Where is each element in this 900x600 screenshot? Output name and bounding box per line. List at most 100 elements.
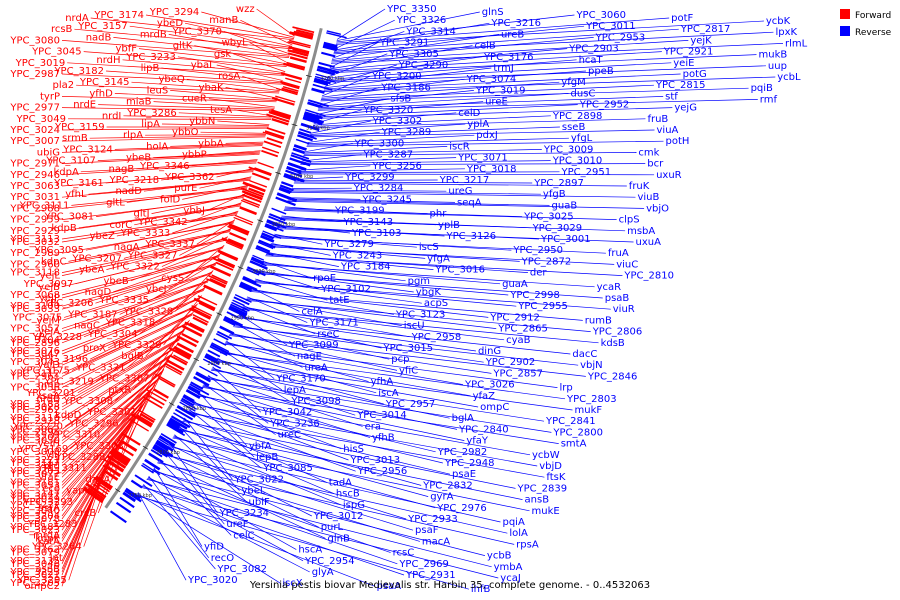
reverse-gene-label: YPC_3103 [351, 228, 402, 239]
reverse-leader-line [297, 173, 655, 176]
reverse-leader-line [280, 219, 626, 232]
forward-gene-glyph [295, 29, 314, 36]
forward-gene-label: yeiH [38, 439, 60, 450]
reverse-leader-line [336, 11, 480, 42]
forward-leader-line [161, 67, 283, 83]
forward-leader-line [216, 64, 283, 81]
forward-gene-label: YPC_3045 [31, 47, 82, 58]
forward-gene-label: YPC_3342 [137, 217, 188, 228]
forward-gene-glyph [83, 486, 104, 502]
forward-gene-glyph [106, 454, 127, 469]
reverse-gene-glyph [298, 131, 314, 138]
reverse-leader-line [157, 462, 515, 545]
reverse-gene-glyph [314, 77, 331, 85]
scale-tick-label: 2850 kbp [183, 406, 207, 412]
reverse-gene-glyph [195, 372, 211, 383]
reverse-gene-label: cmk [638, 147, 659, 158]
forward-gene-glyph [176, 335, 198, 348]
reverse-leader-line [206, 378, 552, 433]
reverse-gene-label: glyA [312, 567, 334, 578]
forward-gene-label: YPC_3097 [23, 279, 74, 290]
reverse-gene-label: recO [211, 553, 235, 564]
forward-gene-glyph [289, 31, 313, 40]
forward-gene-label: YPC_3221 [9, 455, 60, 466]
reverse-gene-glyph [269, 213, 286, 222]
forward-gene-label: ybbP [182, 150, 207, 161]
forward-gene-label: YPC_3311 [36, 463, 87, 474]
forward-leader-line [68, 118, 272, 120]
legend-reverse-swatch [840, 26, 850, 36]
scale-tick [216, 312, 223, 316]
reverse-leader-line [249, 291, 583, 321]
reverse-leader-line [318, 96, 664, 110]
reverse-gene-label: mukF [575, 405, 603, 416]
forward-gene-label: kdpD [55, 410, 81, 421]
reverse-gene-label: YPC_2902 [485, 357, 536, 368]
reverse-gene-glyph [234, 293, 252, 303]
forward-leader-line [234, 109, 273, 117]
reverse-gene-glyph [297, 134, 313, 142]
reverse-gene-glyph [160, 432, 177, 444]
reverse-gene-label: ycbL [777, 72, 801, 83]
reverse-gene-label: YPC_2958 [411, 332, 462, 343]
forward-leader-line [161, 123, 269, 127]
forward-leader-line [61, 388, 154, 478]
reverse-leader-line [234, 324, 390, 360]
forward-gene-glyph [281, 87, 299, 95]
forward-leader-line [61, 136, 266, 142]
reverse-leader-line [172, 437, 530, 512]
forward-gene-label: YPC_3157 [77, 21, 128, 32]
reverse-gene-glyph [255, 247, 274, 257]
reverse-leader-line [197, 394, 436, 453]
forward-gene-label: YPC_3362 [164, 172, 215, 183]
forward-gene-label: YPC_3329 [111, 340, 162, 351]
forward-gene-label: YPC_3007 [9, 136, 60, 147]
reverse-leader-line [303, 149, 542, 155]
reverse-leader-line [265, 254, 528, 273]
forward-gene-glyph [233, 216, 253, 226]
reverse-gene-label: iscR [449, 141, 469, 152]
forward-gene-label: YPC_3080 [9, 35, 60, 46]
forward-leader-line [113, 37, 290, 57]
reverse-gene-label: fruK [629, 181, 650, 192]
reverse-gene-glyph [266, 219, 287, 229]
forward-gene-glyph [270, 109, 292, 119]
forward-gene-label: ybeB [126, 153, 151, 164]
reverse-gene-label: ompC [480, 402, 509, 413]
forward-gene-glyph [128, 418, 149, 432]
forward-gene-label: gltJ [134, 209, 150, 220]
forward-leader-line [61, 354, 172, 430]
reverse-gene-label: YPC_2903 [568, 44, 619, 55]
reverse-gene-glyph [257, 241, 274, 250]
forward-gene-label: YPC_3301 [86, 407, 137, 418]
reverse-leader-line [306, 140, 664, 147]
reverse-gene-label: YPC_3074 [466, 74, 517, 85]
reverse-leader-line [254, 281, 517, 307]
forward-gene-label: ybaL [191, 60, 215, 71]
reverse-leader-line [309, 126, 560, 137]
forward-leader-line [71, 187, 248, 206]
forward-gene-glyph [261, 149, 279, 158]
reverse-gene-label: rpsA [516, 539, 539, 550]
forward-leader-line [114, 93, 277, 101]
forward-leader-line [61, 387, 154, 475]
forward-gene-glyph [139, 412, 155, 424]
reverse-leader-line [297, 168, 465, 172]
forward-gene-glyph [266, 127, 286, 135]
reverse-leader-line [294, 181, 533, 184]
reverse-leader-line [224, 342, 464, 385]
forward-leader-line [61, 153, 260, 164]
reverse-gene-glyph [167, 420, 180, 430]
forward-gene-glyph [283, 62, 305, 71]
forward-gene-label: YPC_3264 [31, 542, 82, 553]
forward-gene-label: lipA [141, 119, 160, 130]
forward-gene-glyph [191, 307, 212, 319]
forward-gene-label: YPC_3046 [9, 559, 60, 570]
forward-leader-line [74, 28, 292, 50]
reverse-leader-line [168, 444, 407, 520]
reverse-gene-glyph [209, 345, 228, 357]
reverse-gene-label: bcr [647, 159, 664, 170]
forward-leader-line [242, 75, 281, 90]
forward-leader-line [61, 239, 227, 276]
reverse-leader-line [224, 343, 558, 388]
